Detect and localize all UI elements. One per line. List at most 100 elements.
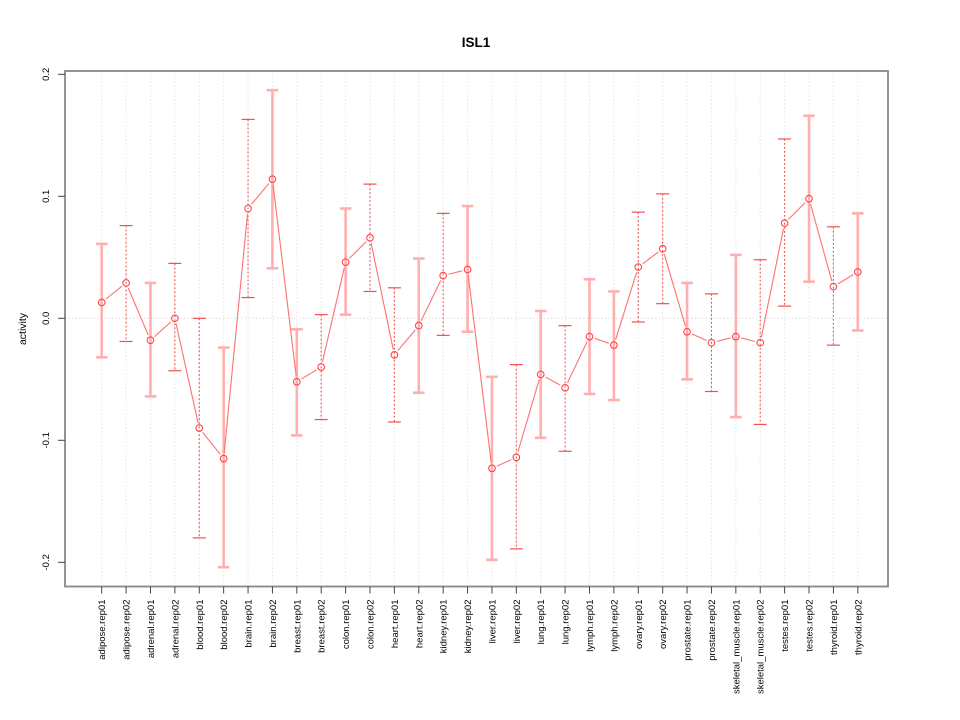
y-tick-label-0.0: 0.0 [41,312,52,325]
x-tick-label-kidney.rep01: kidney.rep01 [439,600,450,654]
connector-segment [321,267,345,362]
connector-segment [154,321,172,337]
data-points [97,175,862,473]
x-tick-label-ovary.rep01: ovary.rep01 [634,600,645,649]
x-tick-label-brain.rep01: brain.rep01 [244,600,255,648]
x-tick-label-heart.rep02: heart.rep02 [414,600,425,649]
error-bar-ovary.rep02 [656,193,670,305]
error-bars [95,88,864,569]
data-point-colon.rep02 [366,233,374,242]
x-tick-label-adipose.rep01: adipose.rep01 [97,600,108,660]
y-tick-label-0.1: 0.1 [41,190,52,203]
connector-segment [202,432,221,455]
connector-segment [301,369,317,380]
data-point-adrenal.rep02 [171,314,179,323]
connector-segment [175,323,199,423]
error-bar-prostate.rep02 [704,293,718,393]
data-point-thyroid.rep01 [829,282,838,291]
y-axis-label: activity [17,312,29,345]
connector-segment [496,459,512,467]
x-tick-label-colon.rep01: colon.rep01 [341,600,352,650]
error-bar-adipose.rep02 [119,224,133,343]
data-point-blood.rep02 [219,454,228,463]
data-point-skeletal_muscle.rep02 [756,338,765,347]
x-tick-label-colon.rep02: colon.rep02 [365,600,376,650]
data-point-colon.rep01 [341,258,350,267]
error-bar-testes.rep02 [803,114,815,284]
error-bar-blood.rep02 [217,346,230,569]
error-bar-lymph.rep01 [583,277,596,396]
error-bar-lung.rep01 [534,309,547,440]
connector-segment [127,287,149,336]
data-point-adipose.rep01 [97,298,106,307]
x-tick-label-skeletal_muscle.rep02: skeletal_muscle.rep02 [756,600,767,695]
connector-segment [642,251,659,265]
data-point-thyroid.rep02 [853,268,862,276]
error-bar-kidney.rep01 [436,212,450,336]
data-point-adrenal.rep01 [146,336,155,345]
connector-segment [467,274,492,463]
error-bar-brain.rep02 [266,88,279,270]
y-tick-label-0.2: 0.2 [41,68,52,81]
connector-segment [594,337,609,344]
data-point-kidney.rep01 [439,271,448,280]
data-point-lymph.rep01 [585,332,594,341]
connector-segment [448,270,463,275]
data-point-breast.rep02 [317,363,326,371]
x-tick-label-liver.rep02: liver.rep02 [512,600,523,644]
x-tick-label-lymph.rep02: lymph.rep02 [609,600,620,652]
connector-segment [788,202,806,220]
x-tick-label-adrenal.rep01: adrenal.rep01 [146,600,157,659]
x-tick-label-lung.rep01: lung.rep01 [536,600,547,645]
error-bar-liver.rep02 [509,364,523,550]
connector-segment [545,376,561,386]
data-point-brain.rep01 [244,204,252,213]
data-point-prostate.rep01 [683,327,691,336]
connector-segment [716,337,731,342]
x-tick-label-kidney.rep02: kidney.rep02 [463,600,474,654]
x-tick-label-ovary.rep02: ovary.rep02 [658,600,669,649]
error-bar-skeletal_muscle.rep02 [753,259,767,426]
data-point-testes.rep01 [780,219,789,227]
connector-segment [691,333,707,341]
error-bar-breast.rep02 [314,314,328,421]
x-tick-label-breast.rep02: breast.rep02 [317,600,328,653]
connector-segment [663,253,687,327]
connector-segment [566,341,588,384]
gridlines [65,71,888,587]
data-point-lung.rep02 [561,383,569,392]
data-point-breast.rep01 [292,377,301,386]
error-bar-thyroid.rep01 [826,226,840,346]
data-point-lymph.rep02 [610,341,618,349]
error-bar-liver.rep01 [486,375,498,562]
connector-segment [517,379,540,453]
connector-segment [272,184,297,377]
connector-segment [397,329,416,352]
y-tick-label--0.2: -0.2 [41,554,52,570]
x-tick-label-blood.rep02: blood.rep02 [219,600,230,650]
x-tick-label-prostate.rep02: prostate.rep02 [707,600,718,661]
x-tick-label-breast.rep01: breast.rep01 [292,600,303,653]
error-bar-breast.rep01 [291,327,303,437]
plot-border [64,70,889,588]
x-tick-label-testes.rep02: testes.rep02 [805,600,816,652]
error-bar-thyroid.rep02 [851,212,864,332]
connector-segment [760,228,785,338]
error-bar-skeletal_muscle.rep01 [730,253,742,419]
error-bar-heart.rep01 [387,287,401,423]
x-axis: adipose.rep01 adipose.rep02 adrenal.rep01 a… [97,586,864,695]
error-bar-ovary.rep01 [631,211,645,323]
error-bar-kidney.rep02 [461,204,474,334]
error-bar-colon.rep02 [363,183,377,293]
x-tick-label-prostate.rep01: prostate.rep01 [683,600,694,661]
x-tick-label-skeletal_muscle.rep01: skeletal_muscle.rep01 [731,600,742,695]
error-bar-adrenal.rep02 [168,262,182,372]
series-connector [105,183,854,467]
data-point-kidney.rep02 [463,265,472,274]
error-bar-blood.rep01 [192,317,206,539]
data-point-testes.rep02 [805,194,813,203]
connector-segment [809,203,833,282]
data-point-blood.rep01 [195,424,204,432]
data-point-liver.rep01 [488,464,496,473]
